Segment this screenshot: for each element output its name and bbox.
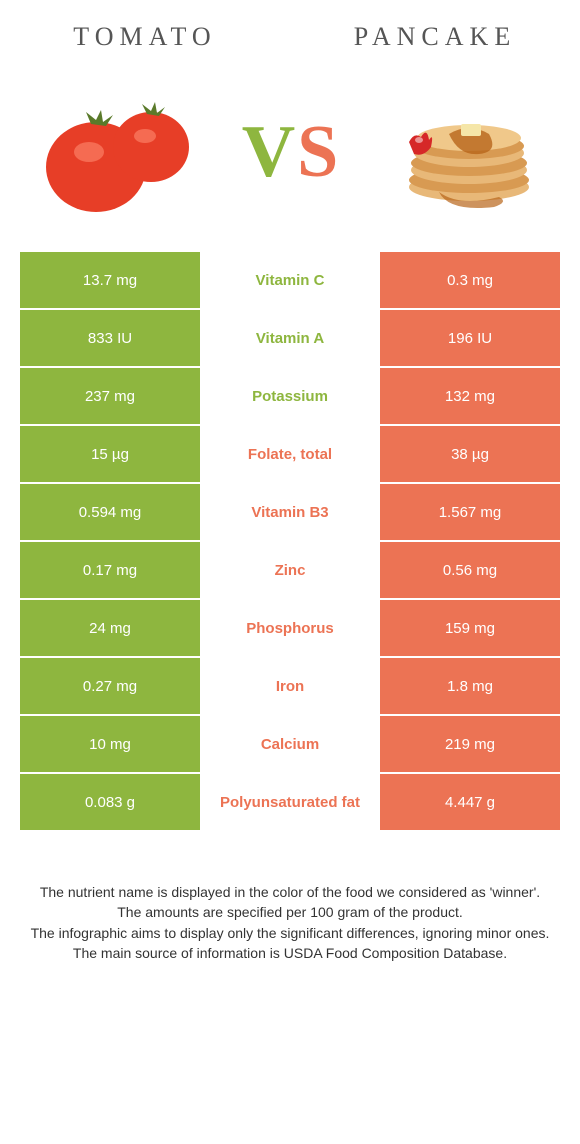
footer-notes: The nutrient name is displayed in the co… xyxy=(0,832,580,963)
cell-nutrient-name: Phosphorus xyxy=(200,600,380,656)
header-left: TOMATO xyxy=(0,22,290,52)
cell-right-value: 1.8 mg xyxy=(380,658,560,714)
tomato-image xyxy=(41,82,201,222)
cell-left-value: 0.27 mg xyxy=(20,658,200,714)
pancake-image xyxy=(379,82,539,222)
image-row: V S xyxy=(0,62,580,252)
cell-left-value: 237 mg xyxy=(20,368,200,424)
cell-nutrient-name: Zinc xyxy=(200,542,380,598)
cell-nutrient-name: Calcium xyxy=(200,716,380,772)
vs-v: V xyxy=(242,110,295,195)
header-right: PANCAKE xyxy=(290,22,580,52)
table-row: 13.7 mgVitamin C0.3 mg xyxy=(20,252,560,308)
cell-right-value: 132 mg xyxy=(380,368,560,424)
cell-right-value: 196 IU xyxy=(380,310,560,366)
table-row: 24 mgPhosphorus159 mg xyxy=(20,600,560,656)
cell-left-value: 0.594 mg xyxy=(20,484,200,540)
table-row: 15 µgFolate, total38 µg xyxy=(20,426,560,482)
footer-line: The amounts are specified per 100 gram o… xyxy=(26,902,554,922)
header-row: TOMATO PANCAKE xyxy=(0,0,580,62)
cell-left-value: 0.083 g xyxy=(20,774,200,830)
comparison-table: 13.7 mgVitamin C0.3 mg833 IUVitamin A196… xyxy=(20,252,560,830)
cell-left-value: 10 mg xyxy=(20,716,200,772)
cell-nutrient-name: Folate, total xyxy=(200,426,380,482)
cell-right-value: 1.567 mg xyxy=(380,484,560,540)
cell-nutrient-name: Polyunsaturated fat xyxy=(200,774,380,830)
cell-left-value: 0.17 mg xyxy=(20,542,200,598)
table-row: 0.083 gPolyunsaturated fat4.447 g xyxy=(20,774,560,830)
footer-line: The main source of information is USDA F… xyxy=(26,943,554,963)
table-row: 0.594 mgVitamin B31.567 mg xyxy=(20,484,560,540)
cell-right-value: 4.447 g xyxy=(380,774,560,830)
cell-nutrient-name: Vitamin C xyxy=(200,252,380,308)
cell-nutrient-name: Vitamin A xyxy=(200,310,380,366)
cell-left-value: 15 µg xyxy=(20,426,200,482)
vs-label: V S xyxy=(242,110,339,195)
cell-nutrient-name: Iron xyxy=(200,658,380,714)
vs-s: S xyxy=(297,110,338,195)
cell-right-value: 219 mg xyxy=(380,716,560,772)
footer-line: The nutrient name is displayed in the co… xyxy=(26,882,554,902)
cell-left-value: 833 IU xyxy=(20,310,200,366)
cell-nutrient-name: Vitamin B3 xyxy=(200,484,380,540)
table-row: 833 IUVitamin A196 IU xyxy=(20,310,560,366)
table-row: 10 mgCalcium219 mg xyxy=(20,716,560,772)
cell-left-value: 24 mg xyxy=(20,600,200,656)
table-row: 0.27 mgIron1.8 mg xyxy=(20,658,560,714)
footer-line: The infographic aims to display only the… xyxy=(26,923,554,943)
cell-right-value: 159 mg xyxy=(380,600,560,656)
table-row: 0.17 mgZinc0.56 mg xyxy=(20,542,560,598)
cell-left-value: 13.7 mg xyxy=(20,252,200,308)
cell-right-value: 0.3 mg xyxy=(380,252,560,308)
table-row: 237 mgPotassium132 mg xyxy=(20,368,560,424)
cell-right-value: 0.56 mg xyxy=(380,542,560,598)
cell-right-value: 38 µg xyxy=(380,426,560,482)
cell-nutrient-name: Potassium xyxy=(200,368,380,424)
